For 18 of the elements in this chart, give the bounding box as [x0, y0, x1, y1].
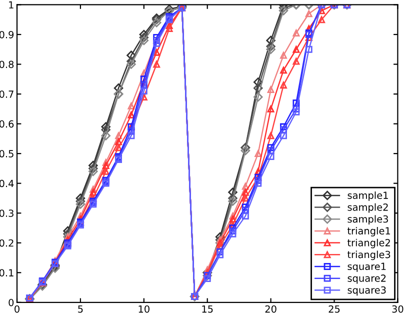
- legend-label: triangle3: [347, 250, 390, 260]
- x-tick-label: 0: [14, 305, 20, 313]
- legend-label: sample3: [348, 215, 388, 225]
- legend-label: square2: [348, 274, 386, 284]
- legend-label: sample1: [348, 191, 388, 201]
- x-tick-label: 30: [392, 305, 404, 313]
- legend-label: triangle2: [347, 238, 390, 248]
- x-tick-label: 20: [265, 305, 276, 313]
- y-tick-label: 0: [8, 298, 14, 306]
- legend-label: triangle1: [347, 226, 390, 236]
- x-tick-label: 25: [328, 305, 340, 313]
- x-tick-label: 10: [138, 305, 150, 313]
- legend-label: square3: [348, 286, 386, 296]
- x-tick-label: 15: [202, 305, 213, 313]
- legend-label: sample2: [348, 203, 388, 213]
- x-tick-label: 5: [78, 305, 83, 313]
- y-tick-label: 1: [9, 1, 14, 8]
- legend-label: square1: [348, 262, 386, 272]
